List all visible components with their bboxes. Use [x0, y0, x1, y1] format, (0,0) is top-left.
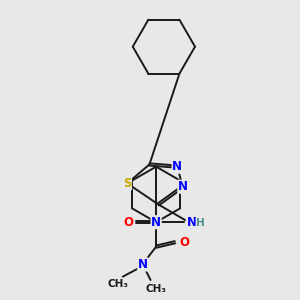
Text: H: H	[196, 218, 205, 228]
Text: N: N	[178, 180, 188, 193]
Text: S: S	[123, 177, 131, 190]
Text: N: N	[151, 216, 161, 229]
Text: CH₃: CH₃	[146, 284, 167, 294]
Text: N: N	[138, 258, 148, 271]
Text: O: O	[123, 216, 133, 229]
Text: CH₃: CH₃	[108, 279, 129, 290]
Text: O: O	[179, 236, 189, 249]
Text: N: N	[187, 216, 197, 229]
Text: N: N	[172, 160, 182, 173]
